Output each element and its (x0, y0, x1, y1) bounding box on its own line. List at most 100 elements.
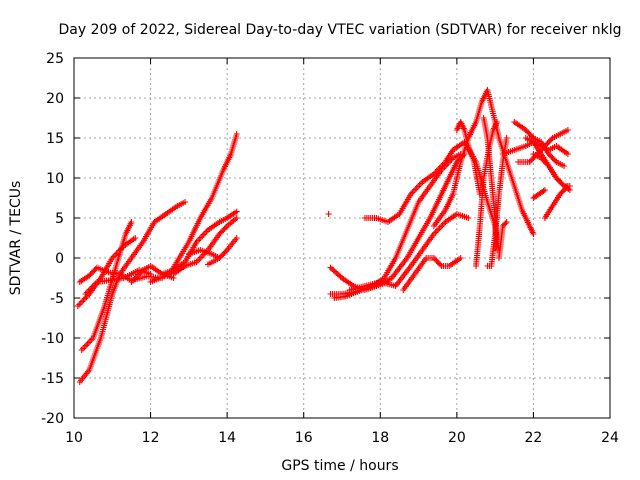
x-tick-label: 20 (448, 430, 466, 446)
plus-marker (545, 139, 552, 145)
plus-marker (564, 127, 571, 133)
chart-title: Day 209 of 2022, Sidereal Day-to-day VTE… (59, 22, 622, 38)
plus-marker (553, 175, 560, 181)
series-arc-25 (503, 159, 537, 237)
plus-marker (564, 151, 571, 157)
y-axis-label: SDTVAR / TECUs (8, 181, 24, 296)
series-arc-27 (515, 127, 571, 165)
plus-marker (540, 144, 547, 151)
plus-marker (527, 157, 534, 164)
y-tick-label: 20 (46, 91, 64, 107)
plus-marker (557, 191, 564, 197)
plus-marker (564, 183, 571, 189)
plus-marker (530, 231, 537, 237)
plus-marker (200, 231, 207, 238)
plus-marker (558, 189, 565, 196)
plus-marker (220, 251, 227, 257)
plus-marker (457, 255, 464, 261)
plus-marker (541, 159, 548, 165)
x-axis-label: GPS time / hours (281, 458, 398, 474)
plus-marker (548, 136, 555, 143)
y-tick-label: -5 (50, 291, 64, 307)
plus-marker (563, 184, 570, 191)
plus-marker (413, 185, 420, 191)
plus-marker (74, 303, 81, 309)
plus-marker (432, 229, 439, 236)
plus-marker (544, 161, 551, 168)
y-tick-label: -20 (41, 411, 64, 427)
plus-marker (503, 135, 510, 141)
series-arc-2 (78, 219, 135, 353)
plot-frame (73, 57, 611, 419)
plus-marker (87, 338, 94, 344)
plus-marker (76, 301, 83, 308)
plus-marker (526, 131, 533, 137)
y-tick-label: 0 (55, 251, 64, 267)
plus-marker (540, 188, 547, 194)
plus-marker (549, 155, 556, 161)
plus-marker (540, 157, 547, 164)
plus-marker (328, 265, 335, 272)
plus-marker (559, 181, 566, 188)
y-tick-label: 10 (46, 171, 64, 187)
plus-marker (197, 254, 204, 261)
plus-marker (562, 185, 569, 192)
plus-marker (502, 220, 509, 227)
plus-marker (436, 225, 443, 231)
plus-marker (547, 152, 554, 159)
plus-marker (336, 272, 343, 279)
plus-marker (499, 223, 506, 229)
plus-marker (415, 183, 422, 190)
plus-marker (219, 252, 226, 259)
plus-marker (221, 225, 228, 232)
plus-marker (222, 224, 229, 231)
plus-marker (219, 228, 226, 235)
plus-marker (217, 229, 224, 236)
plus-marker (437, 261, 444, 268)
plus-marker (84, 341, 91, 347)
series-arc-29 (530, 151, 573, 189)
plus-marker (432, 256, 439, 263)
plus-marker (543, 141, 550, 148)
y-tick-label: 25 (46, 51, 64, 67)
plus-marker (132, 235, 139, 241)
x-tick-label: 12 (142, 430, 160, 446)
plus-marker (561, 163, 568, 169)
series-isolated-point (325, 211, 332, 217)
plus-marker (216, 255, 223, 261)
plus-marker (330, 267, 337, 274)
plus-marker (541, 143, 548, 149)
plus-marker (128, 219, 135, 225)
plus-marker (529, 156, 536, 163)
plus-marker (233, 215, 240, 221)
series-arc-26 (511, 119, 568, 169)
plus-marker (91, 267, 98, 274)
plus-marker (233, 235, 240, 241)
plus-marker (465, 215, 472, 221)
plus-marker (435, 226, 442, 233)
plus-marker (86, 272, 93, 279)
plus-marker (81, 344, 88, 350)
plus-marker (416, 182, 423, 188)
plus-marker (550, 156, 557, 163)
plus-marker (199, 233, 206, 239)
series-arc-23 (495, 219, 510, 261)
plus-marker (543, 160, 550, 167)
plus-marker (559, 188, 566, 195)
plus-marker (77, 300, 84, 306)
x-tick-label: 10 (65, 430, 83, 446)
plus-marker (80, 345, 87, 352)
plus-marker (412, 186, 419, 193)
plus-marker (545, 151, 552, 157)
plus-marker (455, 157, 462, 164)
x-tick-label: 16 (295, 430, 313, 446)
series-arc-9 (170, 215, 240, 277)
series-arc-11 (185, 247, 223, 261)
plus-marker (547, 137, 554, 144)
x-tick-label: 18 (371, 430, 389, 446)
plus-marker (433, 228, 440, 234)
series-arc-15 (346, 211, 472, 293)
plus-marker (334, 271, 341, 278)
plus-marker (221, 249, 228, 256)
